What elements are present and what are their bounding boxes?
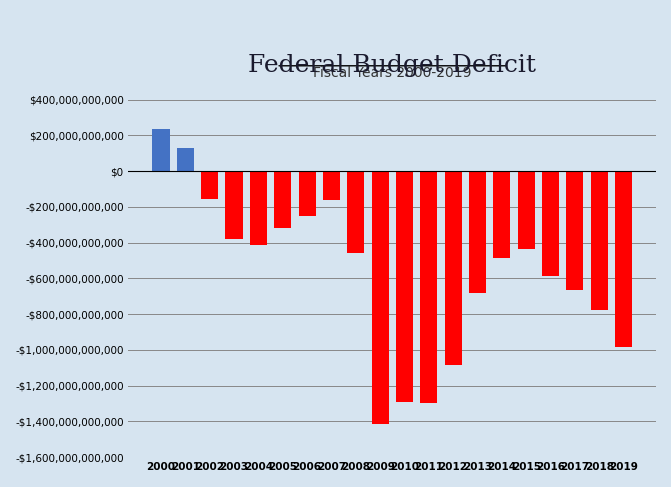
Bar xyxy=(274,171,291,228)
Bar xyxy=(493,171,511,258)
Bar xyxy=(250,171,267,245)
Bar xyxy=(347,171,364,253)
Title: Federal Budget Deficit: Federal Budget Deficit xyxy=(248,54,536,77)
Bar xyxy=(299,171,315,216)
Bar xyxy=(225,171,242,239)
Bar xyxy=(590,171,608,310)
Bar xyxy=(201,171,218,199)
Bar xyxy=(517,171,535,249)
Bar xyxy=(372,171,389,424)
Bar xyxy=(615,171,632,347)
Text: Fiscal Years 2000-2019: Fiscal Years 2000-2019 xyxy=(313,66,472,80)
Bar xyxy=(323,171,340,200)
Bar xyxy=(176,149,194,171)
Bar xyxy=(396,171,413,402)
Bar xyxy=(445,171,462,365)
Bar xyxy=(420,171,437,403)
Bar xyxy=(542,171,559,276)
Bar xyxy=(566,171,583,290)
Bar xyxy=(152,129,170,171)
Bar xyxy=(469,171,486,293)
